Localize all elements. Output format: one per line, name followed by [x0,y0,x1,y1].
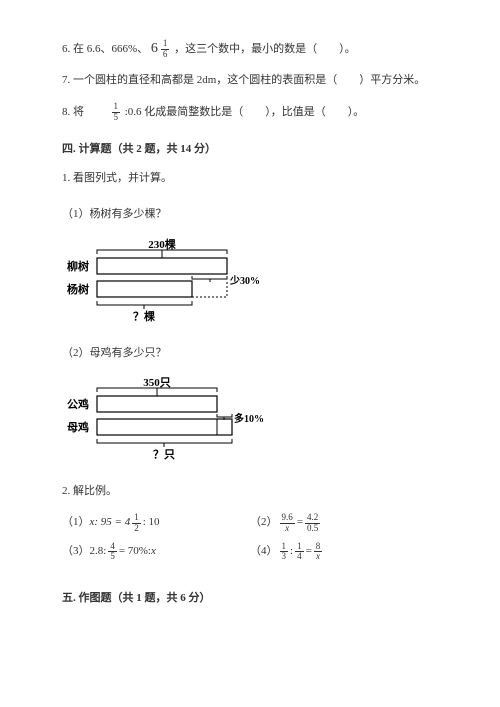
question-4-2: 2. 解比例。 [62,483,438,501]
ratio-3: （3） 2.8: 4 5 = 70%: x [62,542,250,563]
q8-fraction: 1 5 [112,102,121,123]
svg-text:柳树: 柳树 [67,259,89,273]
q8-suffix: :0.6 化成最简整数比是（ ），比值是（ ）。 [125,106,365,118]
section-4-header: 四. 计算题（共 2 题，共 14 分） [62,141,438,159]
question-4-1-1: （1）杨树有多少棵？ [62,206,438,224]
ratio-row-2: （3） 2.8: 4 5 = 70%: x （4） 1 3 : 1 4 = 8 … [62,542,438,563]
q6-prefix: 6. 在 6.6、666%、 [62,43,148,55]
ratio-2: （2） 9.6 x = 4.2 0.5 [250,513,438,534]
question-4-1: 1. 看图列式，并计算。 [62,170,438,188]
svg-text:？只: ？只 [153,448,175,461]
ratio-row-1: （1） x: 95 = 4 1 2 : 10 （2） 9.6 x = 4.2 0… [62,513,438,534]
svg-text:母鸡: 母鸡 [67,420,89,434]
diagram-rooster-hen: 350只 公鸡 母鸡 多10% ？只 [62,376,438,461]
svg-text:230棵: 230棵 [148,238,176,251]
diagram-willow-poplar: 230棵 柳树 杨树 少30% ？棵 [62,238,438,323]
question-6: 6. 在 6.6、666%、 6 1 6 ，这三个数中，最小的数是（ ）。 [62,38,438,60]
question-7: 7. 一个圆柱的直径和高都是 2dm，这个圆柱的表面积是（ ）平方分米。 [62,72,438,90]
section-5-header: 五. 作图题（共 1 题，共 6 分） [62,590,438,608]
svg-text:350只: 350只 [143,376,171,389]
svg-text:杨树: 杨树 [67,282,89,296]
question-8: 8. 将 1 5 :0.6 化成最简整数比是（ ），比值是（ ）。 [62,102,438,123]
svg-text:？棵: ？棵 [133,309,155,323]
question-4-1-2: （2）母鸡有多少只？ [62,345,438,363]
svg-text:公鸡: 公鸡 [67,397,89,411]
q6-suffix: ，这三个数中，最小的数是（ ）。 [174,43,356,55]
ratio-1: （1） x: 95 = 4 1 2 : 10 [62,513,250,534]
ratio-4: （4） 1 3 : 1 4 = 8 x [250,542,438,563]
svg-text:多10%: 多10% [234,412,264,425]
q8-prefix: 8. 将 [62,106,84,118]
q6-mixed-fraction: 6 1 6 [151,38,172,60]
svg-text:少30%: 少30% [229,274,260,287]
